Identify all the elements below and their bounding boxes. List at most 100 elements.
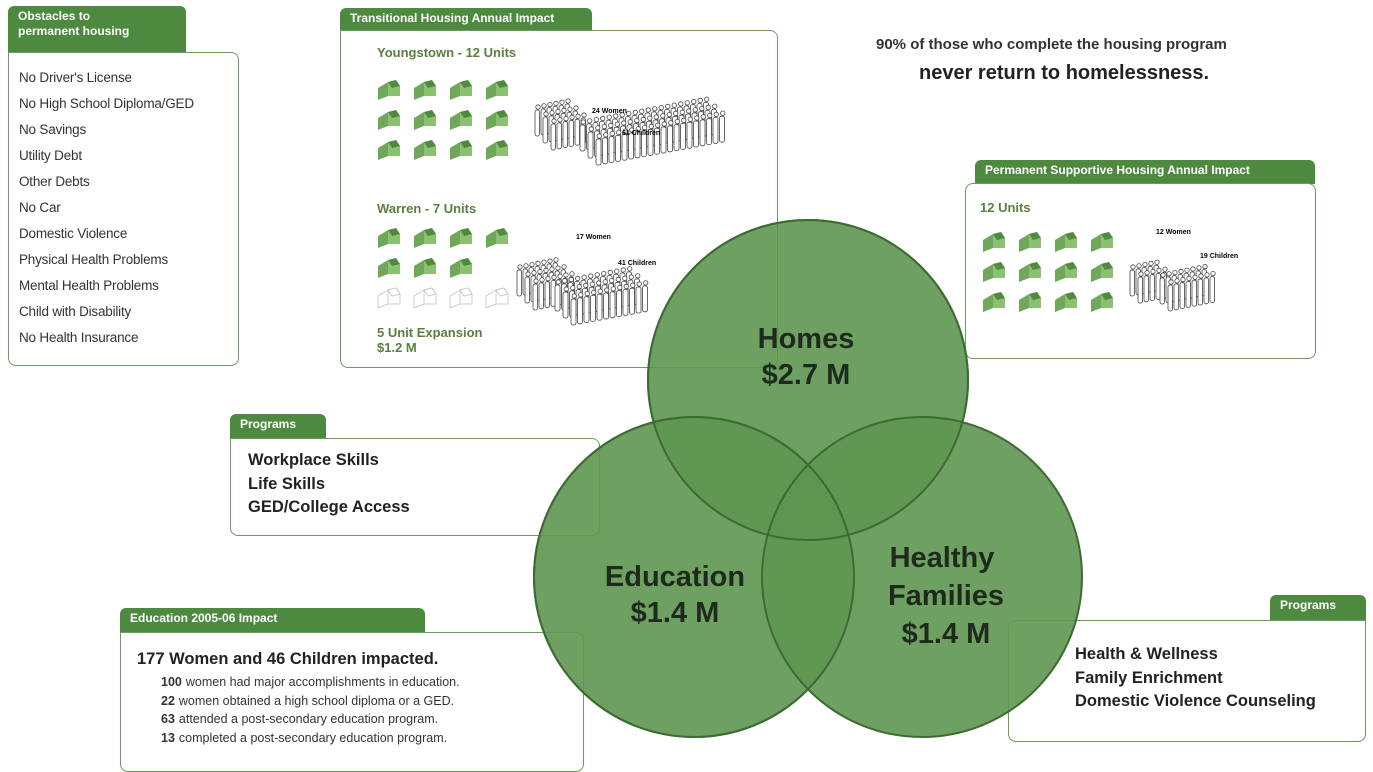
house-part <box>414 230 424 248</box>
person-head <box>1131 265 1135 269</box>
house-part <box>378 112 388 130</box>
house-part <box>1091 264 1101 282</box>
person-icon <box>1204 278 1209 304</box>
person-head <box>581 120 585 124</box>
person-icon <box>603 138 608 164</box>
person-icon <box>1144 276 1149 302</box>
person-icon <box>1174 284 1179 310</box>
person-head <box>692 99 696 103</box>
person-head <box>669 121 673 125</box>
person-head <box>564 273 568 277</box>
person-icon <box>545 282 550 308</box>
person-icon <box>1192 280 1197 306</box>
person-head <box>594 117 598 121</box>
person-head <box>611 287 615 291</box>
house-icon <box>1055 292 1077 312</box>
person-head <box>1167 272 1171 276</box>
person-icon <box>580 125 585 151</box>
circle-amount: $1.4 M <box>902 618 991 650</box>
house-icon <box>486 80 508 100</box>
house-icon <box>378 288 400 308</box>
person-head <box>635 118 639 122</box>
person-head <box>532 271 536 275</box>
person-head <box>687 109 691 113</box>
house-part <box>378 82 388 100</box>
person-head <box>1137 264 1141 268</box>
person-icon <box>636 287 641 313</box>
person-head <box>705 97 709 101</box>
house-part <box>1091 234 1101 252</box>
person-head <box>695 116 699 120</box>
house-part <box>486 290 496 308</box>
house-part <box>1055 264 1065 282</box>
house-part <box>414 82 424 100</box>
person-head <box>615 269 619 273</box>
house-part <box>486 230 496 248</box>
person-icon <box>700 120 705 146</box>
person-head <box>1191 267 1195 271</box>
house-part <box>983 294 993 312</box>
house-icon <box>450 140 472 160</box>
house-part <box>388 288 400 296</box>
person-icon <box>584 297 589 323</box>
person-head <box>610 278 614 282</box>
person-head <box>538 269 542 273</box>
person-head <box>569 277 573 281</box>
person-head <box>623 276 627 280</box>
person-head <box>564 116 568 120</box>
house-icon <box>1055 262 1077 282</box>
person-head <box>558 118 562 122</box>
person-head <box>648 116 652 120</box>
person-head <box>562 265 566 269</box>
house-icon <box>450 228 472 248</box>
person-head <box>542 104 546 108</box>
person-head <box>597 281 601 285</box>
person-head <box>1155 260 1159 264</box>
person-head <box>685 101 689 105</box>
person-head <box>550 111 554 115</box>
person-head <box>627 111 631 115</box>
house-part <box>378 260 388 278</box>
person-head <box>571 286 575 290</box>
house-part <box>486 82 496 100</box>
person-icon <box>563 122 568 148</box>
person-icon <box>1198 279 1203 305</box>
person-head <box>1175 279 1179 283</box>
person-icon <box>1186 281 1191 307</box>
house-icon <box>1091 232 1113 252</box>
permanent-children: 19 Children <box>1200 253 1238 260</box>
person-head <box>572 294 576 298</box>
person-icon <box>597 294 602 320</box>
person-icon <box>681 123 686 149</box>
circle-label: Education <box>605 561 745 593</box>
person-head <box>582 113 586 117</box>
house-icon <box>983 292 1005 312</box>
person-head <box>708 113 712 117</box>
person-head <box>624 284 628 288</box>
person-head <box>605 288 609 292</box>
person-head <box>653 107 657 111</box>
person-icon <box>713 117 718 143</box>
house-icon <box>378 110 400 130</box>
person-icon <box>707 119 712 145</box>
person-icon <box>694 121 699 147</box>
house-part <box>1055 294 1065 312</box>
person-head <box>602 271 606 275</box>
person-head <box>1169 280 1173 284</box>
person-head <box>548 102 552 106</box>
person-head <box>598 289 602 293</box>
house-part <box>414 142 424 160</box>
house-part <box>450 290 460 308</box>
person-head <box>654 115 658 119</box>
person-icon <box>610 292 615 318</box>
circle-label: Homes <box>758 323 855 355</box>
house-icon <box>1091 292 1113 312</box>
house-icon <box>1019 232 1041 252</box>
person-icon <box>517 270 522 296</box>
house-part <box>486 142 496 160</box>
person-head <box>607 115 611 119</box>
person-head <box>582 275 586 279</box>
person-icon <box>622 134 627 160</box>
person-head <box>1157 268 1161 272</box>
house-icon <box>1019 262 1041 282</box>
